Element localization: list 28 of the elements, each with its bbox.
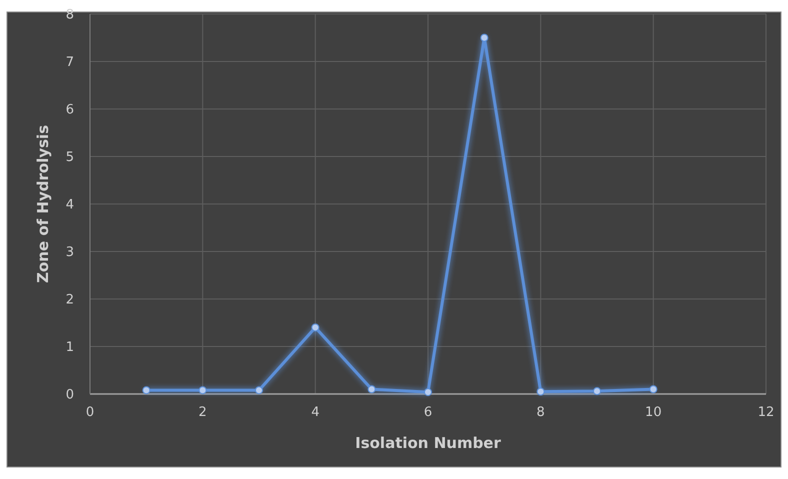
y-tick-label: 6 bbox=[66, 102, 74, 118]
x-tick-label: 4 bbox=[311, 405, 320, 420]
point bbox=[593, 387, 601, 396]
y-tick-label: 2 bbox=[66, 292, 74, 308]
x-tick-label: 2 bbox=[198, 405, 207, 420]
x-tick-label: 6 bbox=[424, 405, 432, 420]
x-tick-label: 8 bbox=[536, 405, 545, 420]
x-tick-label: 10 bbox=[645, 405, 662, 420]
point bbox=[142, 386, 150, 394]
x-axis-title: Isolation Number bbox=[355, 434, 502, 452]
point bbox=[198, 386, 207, 394]
y-tick-label: 0 bbox=[66, 388, 74, 403]
y-tick-label: 7 bbox=[66, 55, 74, 70]
point bbox=[255, 386, 263, 394]
y-tick-label: 4 bbox=[66, 198, 74, 213]
x-tick-label: 0 bbox=[86, 405, 94, 420]
point bbox=[311, 324, 320, 332]
y-tick-label: 8 bbox=[66, 8, 74, 23]
point bbox=[536, 388, 545, 396]
y-tick-label: 1 bbox=[66, 340, 74, 356]
y-tick-label: 3 bbox=[66, 245, 74, 260]
y-tick-label: 5 bbox=[66, 150, 74, 166]
point bbox=[649, 385, 658, 394]
x-tick-label: 12 bbox=[758, 405, 774, 420]
point bbox=[480, 34, 488, 42]
point bbox=[424, 388, 432, 396]
point bbox=[368, 385, 376, 394]
y-axis-title: Zone of Hydrolysis bbox=[34, 124, 52, 283]
